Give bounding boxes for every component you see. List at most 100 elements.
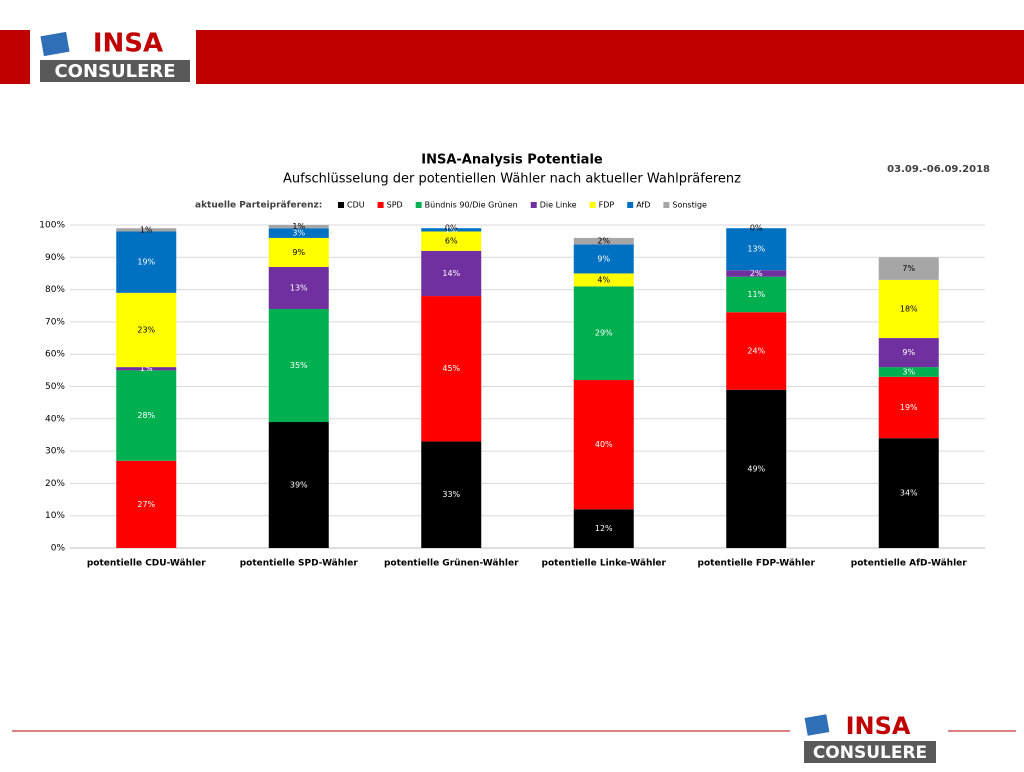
bar-segment: [726, 389, 787, 548]
data-label: 39%: [290, 481, 308, 490]
bar-segment: [421, 250, 482, 297]
legend-swatch: [415, 202, 422, 208]
bar-segment: [573, 380, 634, 510]
data-label: 12%: [595, 524, 613, 533]
data-label: 2%: [597, 237, 610, 246]
data-label: 1%: [140, 364, 153, 373]
legend-label: FDP: [599, 201, 615, 210]
date: 03.09.-06.09.2018: [887, 164, 990, 175]
data-label: 27%: [137, 500, 155, 509]
legend-label: CDU: [347, 201, 365, 210]
bar-segment: [268, 266, 329, 309]
legend-swatch: [627, 202, 634, 208]
chart-title: INSA-Analysis Potentiale: [421, 153, 603, 168]
data-label: 24%: [747, 346, 765, 355]
data-label: 3%: [902, 367, 915, 376]
bar-segment: [268, 422, 329, 548]
y-tick-label: 50%: [45, 382, 65, 392]
data-label: 18%: [900, 304, 918, 313]
logo-bottom: CONSULERE: [54, 61, 175, 82]
y-tick-label: 0%: [51, 544, 66, 554]
bar-segment: [726, 276, 787, 313]
bar-segment: [268, 237, 329, 267]
data-label: 35%: [290, 361, 308, 370]
data-label: 1%: [140, 225, 153, 234]
data-label: 1%: [292, 222, 305, 231]
data-label: 0%: [750, 224, 763, 233]
logo-top: INSA: [93, 29, 163, 59]
x-tick-label: potentielle FDP-Wähler: [698, 559, 816, 569]
data-label: 0%: [445, 224, 458, 233]
bar-segment: [726, 270, 787, 277]
data-label: 45%: [442, 364, 460, 373]
bar-segment: [878, 257, 939, 280]
y-tick-label: 20%: [45, 479, 65, 489]
bar-segment: [268, 308, 329, 423]
bar-segment: [116, 460, 177, 548]
bar-segment: [573, 244, 634, 274]
legend-swatch: [338, 202, 344, 208]
y-tick-label: 70%: [45, 317, 65, 327]
bar-segment: [878, 438, 939, 548]
legend-label: AfD: [636, 201, 650, 210]
x-tick-label: potentielle Linke-Wähler: [542, 559, 667, 569]
data-label: 23%: [137, 325, 155, 334]
y-tick-label: 100%: [39, 221, 65, 231]
bar-segment: [878, 367, 939, 377]
data-label: 40%: [595, 440, 613, 449]
x-tick-label: potentielle Grünen-Wähler: [384, 559, 519, 569]
chart-subtitle: Aufschlüsselung der potentiellen Wähler …: [283, 172, 741, 187]
logo-icon: [40, 31, 70, 57]
legend-label: Bündnis 90/Die Grünen: [425, 201, 518, 210]
legend-swatch: [663, 202, 670, 208]
data-label: 13%: [747, 245, 765, 254]
data-label: 9%: [597, 254, 610, 263]
bar-segment: [268, 228, 329, 238]
bar-segment: [268, 225, 329, 229]
bar-segment: [421, 231, 482, 251]
bar-segment: [421, 441, 482, 548]
legend-title: aktuelle Parteipräferenz:: [195, 201, 322, 211]
data-label: 6%: [445, 237, 458, 246]
logo-plate: [804, 741, 936, 763]
bar-segment: [421, 228, 482, 232]
legend-swatch: [589, 202, 596, 208]
legend-label: Sonstige: [672, 201, 707, 210]
data-label: 11%: [747, 290, 765, 299]
bar-segment: [116, 228, 177, 232]
legend-swatch: [530, 202, 537, 208]
bar-segment: [116, 231, 177, 293]
x-tick-label: potentielle CDU-Wähler: [87, 559, 206, 569]
data-label: 13%: [290, 283, 308, 292]
bar-segment: [421, 296, 482, 442]
data-label: 49%: [747, 464, 765, 473]
x-tick-label: potentielle AfD-Wähler: [851, 559, 967, 569]
logo-top: INSA: [846, 712, 911, 740]
bar-segment: [116, 370, 177, 461]
data-label: 34%: [900, 489, 918, 498]
y-tick-label: 90%: [45, 253, 65, 263]
bar-segment: [878, 338, 939, 368]
data-label: 1%: [445, 225, 458, 234]
data-label: 14%: [442, 269, 460, 278]
bar-segment: [116, 367, 177, 371]
bar-segment: [573, 273, 634, 287]
logo-bottom: CONSULERE: [813, 743, 927, 763]
y-tick-label: 80%: [45, 285, 65, 295]
bar-segment: [726, 312, 787, 390]
y-tick-label: 30%: [45, 447, 65, 457]
y-tick-label: 60%: [45, 350, 65, 360]
legend-label: Die Linke: [540, 201, 577, 210]
data-label: 4%: [597, 275, 610, 284]
data-label: 29%: [595, 329, 613, 338]
y-tick-label: 40%: [45, 414, 65, 424]
legend-label: SPD: [387, 201, 403, 210]
bar-segment: [878, 376, 939, 439]
data-label: 7%: [902, 264, 915, 273]
data-label: 2%: [750, 269, 763, 278]
data-label: 19%: [137, 258, 155, 267]
bar-segment: [726, 228, 787, 271]
y-tick-label: 10%: [45, 511, 65, 521]
data-label: 19%: [900, 403, 918, 412]
